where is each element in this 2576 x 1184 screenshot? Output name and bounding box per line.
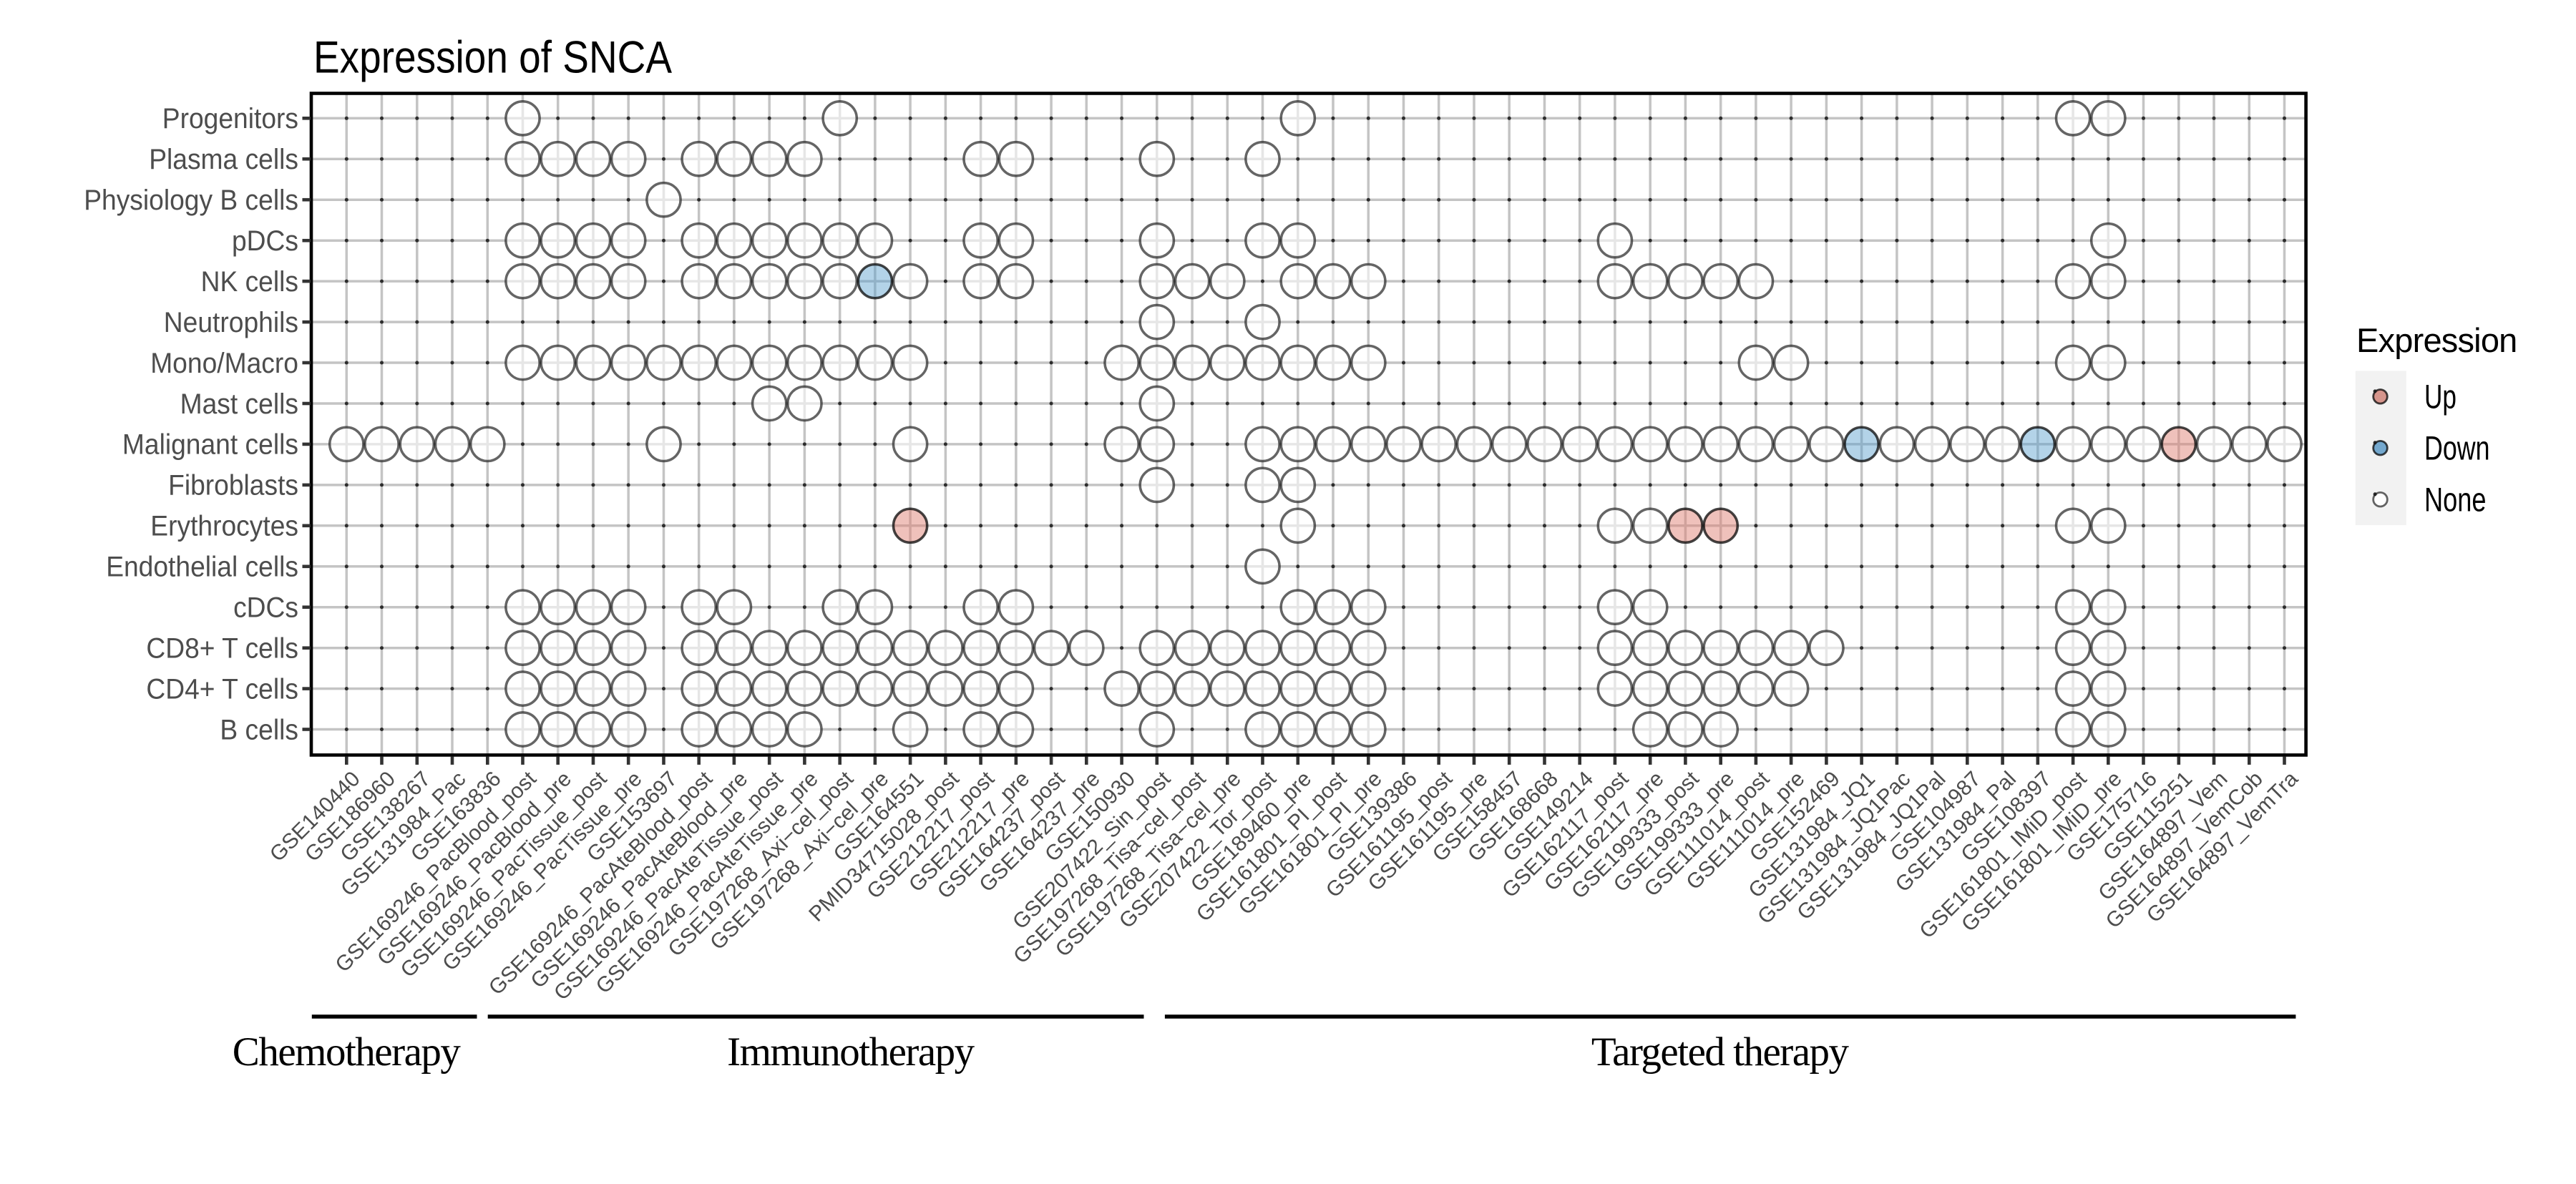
svg-text:Neutrophils: Neutrophils	[164, 307, 298, 338]
svg-text:B cells: B cells	[220, 714, 298, 745]
svg-text:Endothelial cells: Endothelial cells	[106, 552, 298, 583]
svg-text:CD8+ T cells: CD8+ T cells	[146, 633, 298, 665]
svg-text:cDCs: cDCs	[233, 592, 298, 624]
svg-text:Chemotherapy: Chemotherapy	[233, 1029, 462, 1075]
svg-text:Targeted therapy: Targeted therapy	[1591, 1029, 1850, 1075]
svg-text:Up: Up	[2424, 378, 2457, 416]
svg-text:Progenitors: Progenitors	[162, 103, 298, 134]
svg-text:Expression of SNCA: Expression of SNCA	[313, 33, 672, 83]
svg-text:Physiology B cells: Physiology B cells	[84, 185, 298, 216]
svg-text:Mast cells: Mast cells	[180, 388, 298, 420]
svg-text:Immunotherapy: Immunotherapy	[727, 1029, 975, 1075]
svg-text:Erythrocytes: Erythrocytes	[150, 511, 298, 542]
svg-text:None: None	[2424, 480, 2487, 518]
svg-text:Plasma cells: Plasma cells	[149, 144, 298, 175]
svg-text:Malignant cells: Malignant cells	[122, 429, 298, 461]
svg-text:Expression: Expression	[2356, 321, 2517, 359]
svg-text:CD4+ T cells: CD4+ T cells	[146, 673, 298, 705]
svg-text:Fibroblasts: Fibroblasts	[168, 470, 298, 502]
svg-text:Mono/Macro: Mono/Macro	[150, 348, 298, 379]
svg-text:Down: Down	[2424, 429, 2490, 466]
svg-text:NK cells: NK cells	[201, 266, 298, 298]
svg-text:pDCs: pDCs	[232, 225, 298, 257]
